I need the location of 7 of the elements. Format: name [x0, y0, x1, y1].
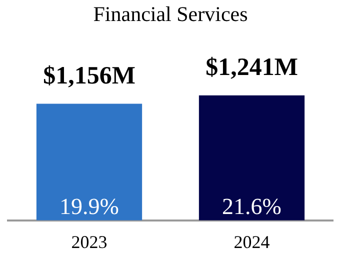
annotation: 19.9% [60, 194, 119, 219]
x-tick-label: 2023 [71, 232, 108, 252]
annotation: 21.6% [222, 194, 282, 219]
data-label: $1,241M [206, 54, 298, 82]
x-tick-label: 2024 [234, 232, 270, 252]
data-label: $1,156M [43, 62, 136, 90]
chart-title: Financial Services [93, 2, 248, 26]
